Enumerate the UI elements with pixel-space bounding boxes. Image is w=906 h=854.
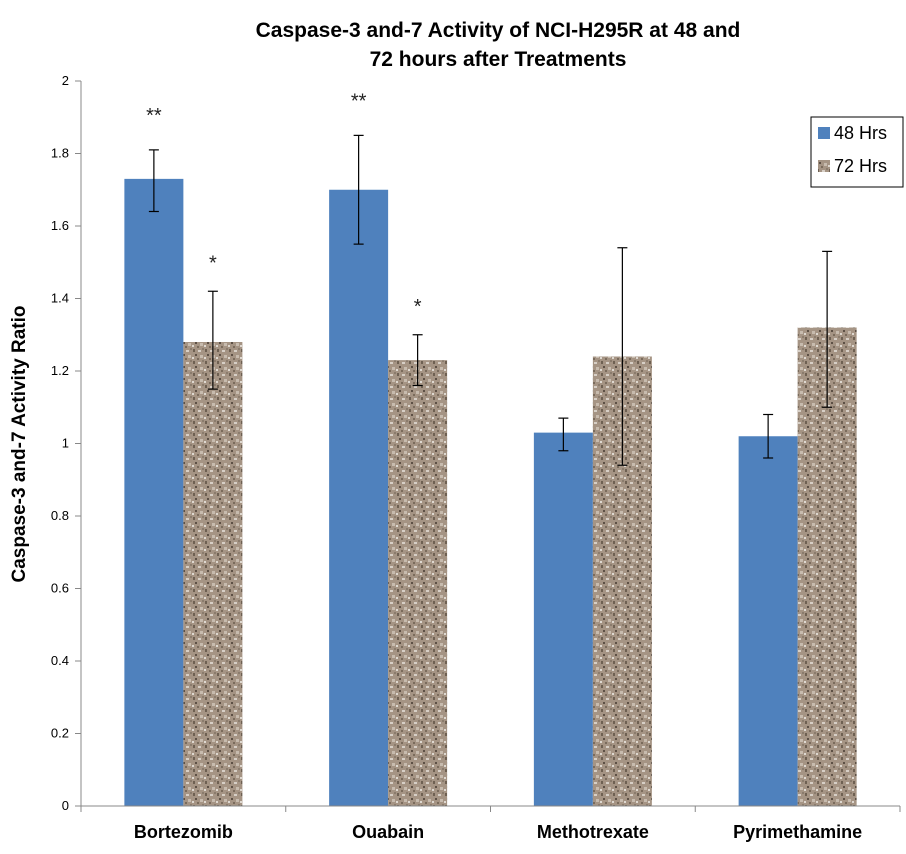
significance-marker: *: [414, 296, 422, 318]
chart-title-line-1: Caspase-3 and-7 Activity of NCI-H295R at…: [256, 19, 741, 42]
y-tick-label: 1.6: [51, 218, 69, 233]
y-tick-label: 0.8: [51, 508, 69, 523]
x-tick-label: Methotrexate: [537, 822, 649, 842]
y-tick-label: 0.2: [51, 726, 69, 741]
x-tick-label: Ouabain: [352, 822, 424, 842]
x-tick-label: Bortezomib: [134, 822, 233, 842]
significance-marker: **: [351, 90, 367, 112]
legend-swatch: [818, 127, 830, 139]
y-axis-label: Caspase-3 and-7 Activity Ratio: [9, 306, 30, 583]
y-axis: 0 0.2 0.4 0.6 0.8 1 1.2 1.4 1.6 1.8 2: [51, 73, 82, 813]
y-tick-label: 1.4: [51, 291, 69, 306]
significance-marker: *: [209, 252, 217, 274]
y-tick-label: 0.4: [51, 653, 69, 668]
legend-swatch: [818, 160, 830, 172]
y-tick-label: 1.2: [51, 363, 69, 378]
x-tick-label: Pyrimethamine: [733, 822, 862, 842]
bar-48h: [329, 189, 389, 806]
bar-48h: [738, 436, 798, 806]
bar-48h: [533, 432, 593, 806]
y-tick-label: 1.8: [51, 146, 69, 161]
chart-title-line-2: 72 hours after Treatments: [370, 48, 627, 71]
legend-label: 48 Hrs: [834, 123, 887, 143]
y-tick-label: 2: [62, 73, 69, 88]
significance-marker: **: [146, 105, 162, 127]
legend: 48 Hrs 72 Hrs: [810, 116, 904, 188]
y-tick-label: 0: [62, 798, 69, 813]
bar-72h: [183, 342, 243, 806]
legend-label: 72 Hrs: [834, 156, 887, 176]
bar-72h: [388, 360, 448, 806]
x-axis: Bortezomib Ouabain Methotrexate Pyrimethami…: [80, 805, 901, 842]
y-tick-label: 1: [62, 436, 69, 451]
bar-48h: [124, 178, 184, 806]
bar-group: ******: [124, 90, 857, 806]
y-tick-label: 0.6: [51, 581, 69, 596]
